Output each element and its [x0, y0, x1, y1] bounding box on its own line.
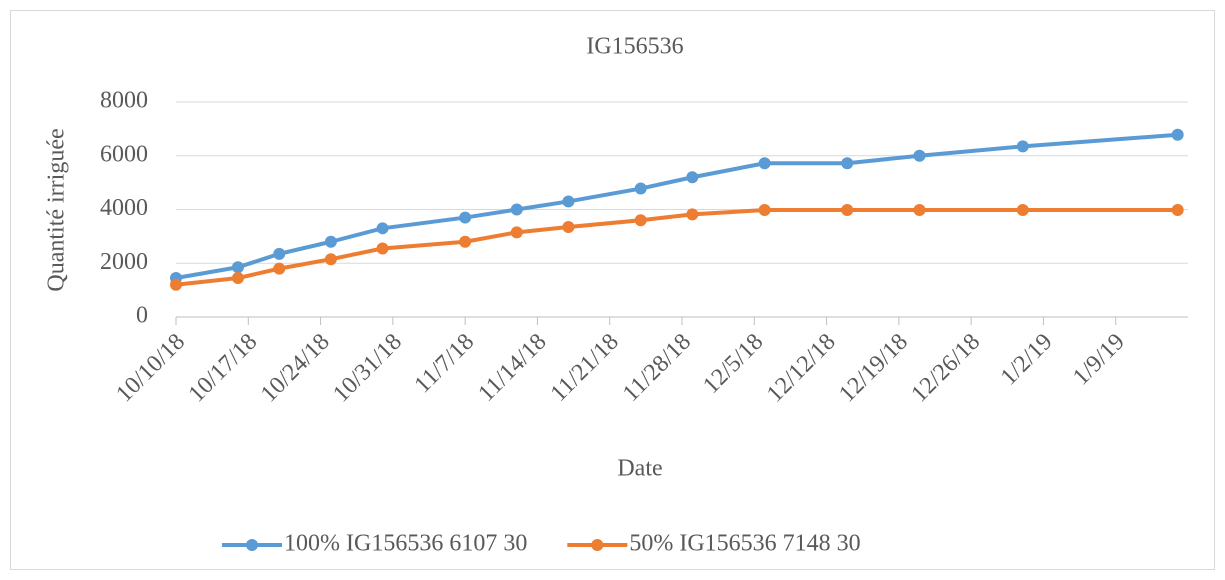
- y-tick-label: 8000: [100, 88, 148, 114]
- data-point: [231, 261, 244, 274]
- legend-marker: [246, 539, 258, 551]
- legend-label: 50% IG156536 7148 30: [629, 531, 860, 557]
- data-point: [324, 253, 337, 266]
- data-point: [562, 220, 575, 233]
- y-axis-label: Quantité irriguée: [44, 128, 70, 291]
- data-point: [170, 278, 182, 291]
- data-point: [376, 242, 389, 255]
- data-point: [841, 157, 854, 170]
- data-point: [686, 208, 699, 221]
- data-point: [273, 247, 286, 260]
- data-point: [376, 222, 389, 235]
- data-point: [1016, 204, 1029, 217]
- legend-label: 100% IG156536 6107 30: [284, 531, 527, 557]
- data-point: [459, 235, 472, 248]
- data-point: [913, 204, 926, 217]
- data-point: [686, 171, 699, 184]
- y-tick-label: 2000: [100, 249, 148, 275]
- y-tick-label: 6000: [100, 141, 148, 167]
- data-point: [634, 182, 647, 195]
- data-point: [510, 226, 523, 239]
- data-point: [841, 204, 854, 217]
- legend-marker: [591, 539, 604, 551]
- data-point: [562, 195, 575, 208]
- data-point: [273, 262, 286, 275]
- chart-title: IG156536: [586, 34, 683, 60]
- y-tick-label: 4000: [100, 195, 148, 221]
- data-point: [634, 214, 647, 227]
- data-point: [1171, 204, 1184, 217]
- data-point: [1171, 128, 1184, 141]
- x-axis-label: Date: [617, 456, 662, 482]
- data-point: [459, 211, 472, 224]
- data-point: [231, 272, 244, 285]
- data-point: [510, 203, 523, 216]
- data-point: [758, 157, 771, 170]
- data-point: [913, 149, 926, 162]
- data-point: [324, 235, 337, 248]
- data-point: [1016, 140, 1029, 153]
- y-tick-label: 0: [136, 303, 148, 329]
- chart-frame: [10, 10, 1215, 570]
- data-point: [758, 204, 771, 217]
